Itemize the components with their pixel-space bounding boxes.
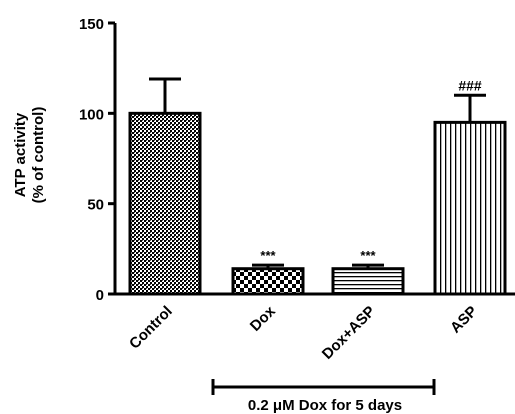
bar — [331, 267, 405, 296]
y-tick-label: 0 — [96, 287, 104, 304]
bar — [433, 120, 507, 296]
x-tick-label: Control — [126, 303, 176, 353]
x-tick-labels: Control Dox Dox+ASP ASP — [126, 302, 481, 363]
bars-layer: *** *** ### — [128, 77, 507, 296]
x-tick-label: Dox — [247, 302, 280, 335]
significance-marker: *** — [260, 248, 276, 263]
y-tick-label: 150 — [79, 16, 104, 33]
bar — [231, 267, 305, 296]
y-axis-label-line1: ATP activity — [12, 112, 29, 197]
bar — [128, 111, 202, 296]
significance-marker: *** — [360, 248, 376, 263]
bracket-label: 0.2 μM Dox for 5 days — [248, 397, 402, 414]
x-tick-label: Dox+ASP — [319, 303, 379, 363]
y-axis-label-line2: (% of control) — [30, 107, 47, 204]
x-tick-label: ASP — [447, 303, 481, 337]
y-axis: 0 50 100 150 — [79, 16, 515, 304]
y-tick-label: 100 — [79, 106, 104, 123]
condition-bracket: 0.2 μM Dox for 5 days — [211, 379, 436, 414]
significance-marker: ### — [458, 77, 482, 93]
y-tick-label: 50 — [87, 197, 104, 214]
